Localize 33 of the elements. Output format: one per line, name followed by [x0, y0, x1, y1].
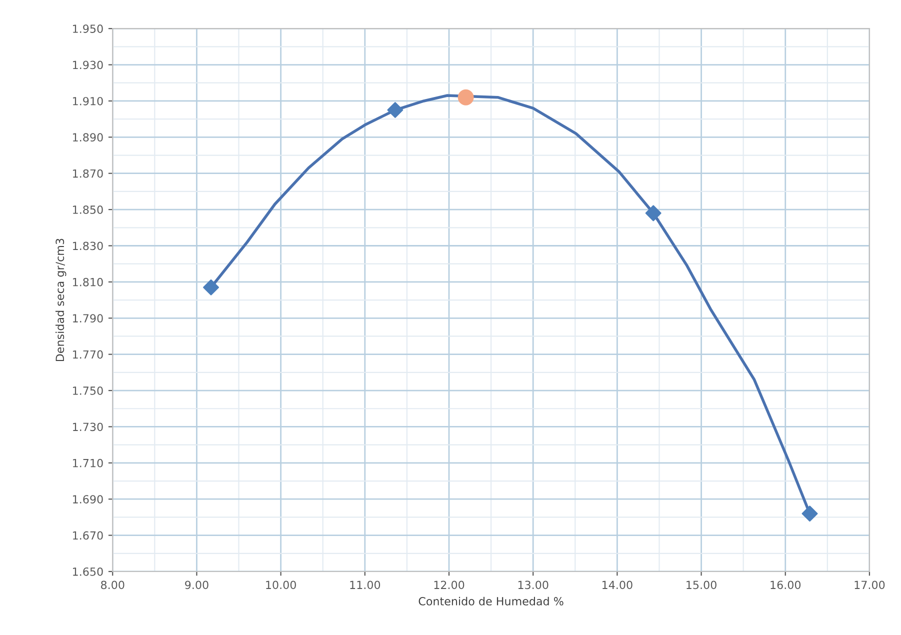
x-tick-label: 15.00	[686, 580, 716, 590]
y-tick-label: 1.750	[73, 386, 103, 395]
point	[203, 279, 219, 296]
y-tick-label: 1.690	[73, 495, 103, 504]
x-tick-label: 12.00	[434, 580, 464, 590]
y-tick-label: 1.810	[73, 278, 103, 286]
y-tick-label: 1.770	[73, 350, 103, 359]
x-tick-label: 10.00	[266, 580, 296, 590]
x-tick-label: 11.00	[350, 580, 380, 590]
y-tick-label: 1.830	[73, 242, 103, 250]
y-tick-label: 1.870	[73, 169, 103, 178]
y-tick-label: 1.670	[73, 531, 103, 540]
y-tick-label: 1.730	[73, 422, 103, 432]
point	[458, 89, 474, 106]
point	[387, 102, 404, 118]
point	[802, 506, 818, 522]
x-tick-label: 14.00	[602, 580, 632, 590]
y-axis-title: Densidad seca gr/cm3	[55, 238, 66, 362]
point	[645, 205, 662, 222]
x-tick-label: 17.00	[854, 580, 885, 590]
y-tick-label: 1.710	[73, 458, 103, 468]
y-tick-label: 1.950	[73, 24, 103, 33]
y-tick-label: 1.890	[73, 133, 103, 142]
x-tick-label: 9.00	[185, 580, 208, 590]
y-tick-label: 1.930	[73, 60, 103, 70]
x-tick-label: 8.00	[101, 580, 124, 590]
x-tick-label: 16.00	[770, 580, 801, 590]
y-tick-label: 1.850	[73, 206, 103, 214]
x-axis-title: Contenido de Humedad %	[418, 596, 564, 606]
y-tick-label: 1.650	[73, 567, 103, 576]
y-tick-label: 1.790	[73, 314, 103, 323]
x-tick-label: 13.00	[518, 580, 548, 590]
y-tick-label: 1.910	[73, 96, 103, 106]
